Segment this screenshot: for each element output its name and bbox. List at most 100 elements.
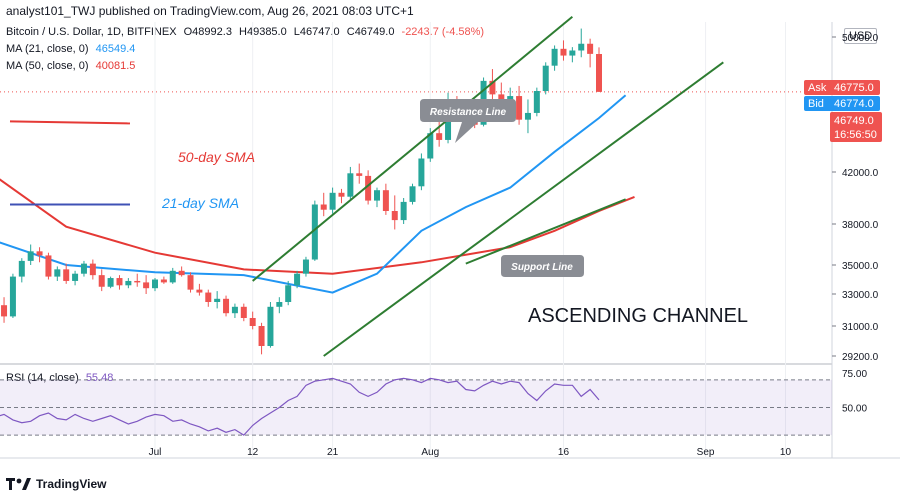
price-tick-label: 35000.0 — [842, 261, 879, 272]
candle-body — [160, 279, 167, 283]
candle — [249, 311, 256, 330]
candle — [116, 275, 123, 290]
candle-body — [1, 305, 8, 317]
symbol-title: Bitcoin / U.S. Dollar, 1D, BITFINEX — [6, 26, 177, 38]
candle-body — [400, 201, 407, 221]
price-chart[interactable]: 50000.0 42000.0 38000.0 35000.0 33000.0 31000… — [0, 0, 900, 470]
candle-body — [223, 298, 230, 314]
candle-body — [169, 270, 176, 283]
candle-body — [374, 190, 380, 201]
ohlc-high: H49385.0 — [239, 26, 287, 38]
time-tick-label: Sep — [697, 447, 715, 458]
tradingview-logo-icon — [6, 478, 31, 490]
candle-body — [587, 43, 594, 54]
candle-body — [72, 273, 79, 281]
candle-body — [54, 269, 61, 277]
ascending-channel-annotation: ASCENDING CHANNEL — [528, 305, 748, 327]
price-tick-label: 38000.0 — [842, 220, 879, 231]
candle-body — [347, 173, 354, 197]
candle-body — [143, 282, 150, 289]
candle — [214, 291, 221, 309]
candle — [1, 297, 8, 323]
candle — [169, 267, 176, 284]
candle-body — [196, 289, 203, 293]
candle — [356, 163, 363, 184]
rsi-legend[interactable]: RSI (14, close) 55.48 — [6, 372, 113, 384]
svg-text:46774.0: 46774.0 — [834, 98, 874, 110]
candle — [516, 85, 523, 125]
candle-body — [365, 175, 372, 201]
price-tick-label: 29200.0 — [842, 352, 879, 363]
candle-body — [356, 173, 363, 176]
candle — [596, 47, 602, 92]
candle — [302, 256, 309, 277]
candle-body — [560, 48, 567, 56]
candle — [72, 270, 79, 286]
candle — [524, 99, 531, 134]
support-ray-line — [465, 198, 627, 265]
rsi-value: 55.48 — [85, 372, 114, 384]
ask-badge: Ask 46775.0 — [804, 80, 880, 95]
candle-body — [533, 91, 540, 113]
publish-header: analyst101_TWJ published on TradingView.… — [0, 0, 900, 22]
rsi-label: RSI (14, close) — [6, 372, 79, 384]
candle — [285, 280, 292, 306]
ma21-legend[interactable]: MA (21, close, 0) 46549.4 — [6, 43, 135, 55]
svg-text:46775.0: 46775.0 — [834, 82, 874, 94]
candle-body — [134, 280, 141, 283]
candlesticks — [1, 28, 602, 355]
candle — [276, 297, 283, 314]
time-tick-label: 21 — [327, 447, 339, 458]
footer: TradingView — [0, 470, 900, 498]
ma50-value: 40081.5 — [95, 60, 136, 72]
sma21-annotation: 21-day SMA — [161, 195, 239, 211]
ma21-label: MA (21, close, 0) — [6, 43, 89, 55]
price-tick-label: 50000.0 — [842, 33, 879, 44]
candle — [89, 259, 96, 280]
candle-body — [329, 192, 336, 210]
price-tick-label: 33000.0 — [842, 290, 879, 301]
candle — [569, 47, 576, 63]
candle — [54, 266, 61, 281]
currency-button[interactable]: USD — [844, 28, 878, 44]
candle — [98, 269, 105, 292]
time-tick-label: 12 — [247, 447, 259, 458]
ohlc-close: C46749.0 — [346, 26, 395, 38]
candle-body — [205, 292, 212, 302]
ma50-legend[interactable]: MA (50, close, 0) 40081.5 — [6, 60, 135, 72]
candle-body — [311, 204, 318, 260]
candle — [338, 188, 345, 204]
resistance-callout: Resistance Line — [420, 99, 516, 143]
candle-body — [27, 251, 34, 261]
candle-body — [80, 263, 87, 274]
candle-body — [98, 275, 105, 287]
candle-body — [382, 190, 389, 211]
rsi-tick-label: 75.00 — [842, 369, 867, 380]
candle — [205, 289, 212, 307]
candle-body — [258, 326, 265, 346]
candle-body — [214, 298, 221, 302]
candle — [63, 263, 70, 284]
candle — [400, 198, 407, 224]
candle-body — [294, 273, 301, 286]
candle — [45, 252, 52, 280]
candle — [374, 187, 380, 208]
candle-body — [276, 302, 283, 307]
svg-text:Bid: Bid — [808, 98, 824, 110]
candle-body — [231, 306, 238, 314]
svg-text:Ask: Ask — [808, 82, 827, 94]
candle — [409, 183, 416, 205]
candle — [542, 62, 549, 95]
bid-badge: Bid 46774.0 — [804, 96, 880, 111]
price-tick-label: 42000.0 — [842, 168, 879, 179]
candle-body — [267, 306, 274, 346]
price-axis: 50000.0 42000.0 38000.0 35000.0 33000.0 31000… — [832, 33, 879, 363]
candle — [160, 276, 167, 284]
candle-body — [125, 280, 132, 286]
candle-body — [409, 186, 416, 202]
time-tick-label: Aug — [421, 447, 439, 458]
candle-body — [542, 65, 549, 91]
time-tick-label: 10 — [780, 447, 792, 458]
ma50-old-segment — [9, 120, 131, 125]
ohlc-low: L46747.0 — [293, 26, 340, 38]
